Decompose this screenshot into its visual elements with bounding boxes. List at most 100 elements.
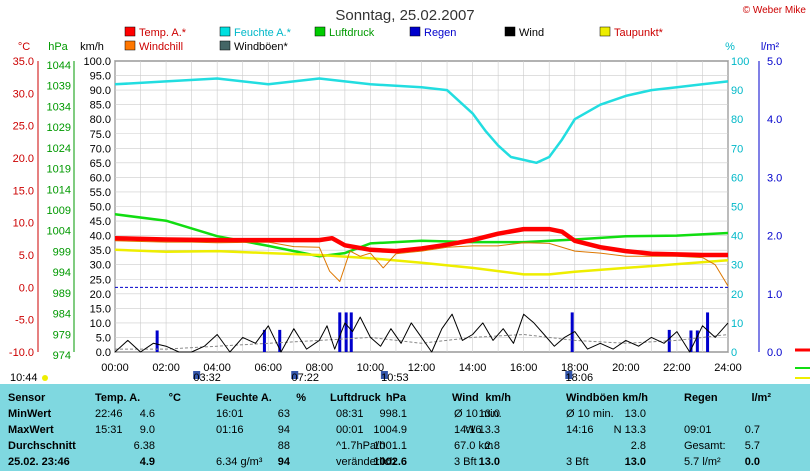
wind-tick: 80.0 [90,114,111,126]
temp-tick: 35.0 [13,56,34,68]
temp-tick: 15.0 [13,185,34,197]
x-tick: 08:00 [306,362,334,374]
legend-swatch [504,26,516,37]
table-cell: 01:16 [216,424,244,436]
legend-label: Windböen* [234,41,289,53]
temp-tick: 0.0 [19,282,34,294]
marker-icon [565,371,573,379]
table-cell: 0.7 [744,424,760,436]
legend-label: Feuchte A.* [234,27,292,39]
legend-swatch [599,26,611,37]
temp-tick: 5.0 [19,250,34,262]
wind-tick: 5.0 [96,332,111,344]
table-cell: 3 Bft [454,456,477,468]
marker-dot [42,375,48,381]
table-cell: ^1.7hPa/h [336,440,386,452]
marker-icon [380,371,388,379]
table-cell: 22:46 [95,408,123,420]
temp-tick: 25.0 [13,121,34,133]
x-tick: 16:00 [510,362,538,374]
temp-tick: 30.0 [13,88,34,100]
wind-tick: 15.0 [90,303,111,315]
rain-tick: 4.0 [767,114,782,126]
temp-unit-label: °C [18,41,30,53]
series-taupunkt-line [114,248,729,276]
x-tick: 00:00 [101,362,129,374]
table-cell: Ø 10 min. [454,408,502,420]
table-cell: 14:16 [454,424,482,436]
table-cell: 4.9 [139,456,155,468]
wind-tick: 70.0 [90,143,111,155]
wind-tick: 60.0 [90,172,111,184]
table-cell: 94 [277,424,290,436]
rain-tick: 5.0 [767,56,782,68]
legend-swatch [124,40,136,51]
wind-tick: 90.0 [90,85,111,97]
table-cell: 13.0 [624,456,646,468]
series-wind-line [114,313,729,353]
pressure-tick: 994 [53,267,71,279]
wind-tick: 100.0 [83,56,111,68]
table-cell: 4.6 [139,408,155,420]
table-cell: veränderlich [336,456,396,468]
pressure-tick: 974 [53,350,71,362]
pressure-tick: 999 [53,246,71,258]
series-windchill-line [114,240,729,287]
humidity-tick: 80 [731,114,743,126]
pressure-tick: 1004 [47,226,71,238]
marker-label: 07:22 [291,372,319,384]
rain-bar [278,329,282,352]
humidity-tick: 20 [731,289,743,301]
marker-label: 03:32 [193,372,221,384]
pressure-tick: 979 [53,329,71,341]
table-cell: 00:01 [336,424,364,436]
legend-label: Regen [424,27,456,39]
table-cell: 88 [277,440,290,452]
rain-bar [155,330,159,352]
table-cell: 08:31 [336,408,364,420]
rain-tick: 3.0 [767,172,782,184]
humidity-tick: 30 [731,260,743,272]
humidity-tick: 10 [731,318,743,330]
marker-icon [291,371,299,379]
table-header: Luftdruck [330,392,381,404]
rain-tick: 0.0 [767,347,782,359]
wind-tick: 10.0 [90,318,111,330]
legend-swatch [219,40,231,51]
wind-tick: 95.0 [90,71,111,83]
rain-unit-label: l/m² [761,41,780,53]
table-cell: 1002.6 [373,456,407,468]
table-header: Windböen [566,392,620,404]
temp-tick: -5.0 [15,315,34,327]
table-cell: 14:16 [566,424,594,436]
table-cell: 1004.9 [373,424,407,436]
x-tick: 06:00 [254,362,282,374]
pressure-tick: 1034 [47,101,71,113]
wind-tick: 20.0 [90,289,111,301]
marker-label: 10:53 [381,372,409,384]
rain-tick: 2.0 [767,231,782,243]
legend-label: Wind [519,27,544,39]
pressure-tick: 1024 [47,143,71,155]
humidity-tick: 40 [731,231,743,243]
table-cell: 3 Bft [566,456,589,468]
table-cell: 13.0 [478,456,500,468]
pressure-tick: 1009 [47,205,71,217]
table-cell: 94 [277,456,290,468]
table-cell: 5.7 l/m² [684,456,721,468]
legend-label: Taupunkt* [614,27,664,39]
humidity-tick: 100 [731,56,749,68]
pressure-tick: 989 [53,288,71,300]
table-cell: 0.0 [744,456,760,468]
table-cell: 9.0 [139,424,155,436]
x-tick: 04:00 [203,362,231,374]
table-header: % [296,392,306,404]
humidity-tick: 70 [731,143,743,155]
table-header: km/h [485,392,511,404]
humidity-tick: 0 [731,347,737,359]
credit-text: © Weber Mike [743,5,807,16]
table-cell: 2.8 [630,440,646,452]
marker-icon [193,371,201,379]
humidity-unit-label: % [725,41,735,53]
table-header: °C [168,392,181,404]
